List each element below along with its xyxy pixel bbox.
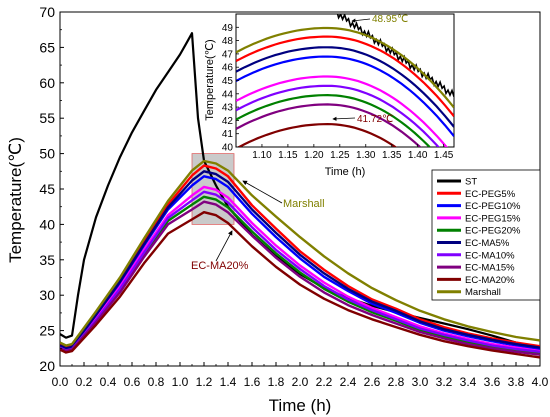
inset-x-axis-ticks: 1.10 1.15 1.20 1.25 1.30 1.35 1.40 1.45 (252, 144, 454, 161)
x-tick-label: 2.2 (316, 375, 333, 389)
x-axis-ticks: 0.0 0.2 0.4 0.6 0.8 1.0 1.2 1.4 1.6 1.8 2.0 2.2 2.4 2… (52, 362, 549, 389)
legend-label: ST (465, 177, 477, 188)
y-tick-label: 20 (39, 358, 55, 374)
x-tick-label: 3.2 (436, 375, 453, 389)
inset-y-tick-label: 40 (222, 143, 234, 154)
inset-y-axis-ticks: 40 41 42 43 44 45 46 47 48 49 (222, 23, 239, 154)
inset-x-tick-label: 1.20 (304, 150, 324, 161)
x-tick-label: 0.0 (52, 375, 69, 389)
x-tick-label: 1.4 (220, 375, 237, 389)
inset-x-tick-label: 1.30 (356, 150, 376, 161)
inset-x-tick-label: 1.10 (252, 150, 272, 161)
y-tick-label: 70 (39, 4, 55, 20)
x-tick-label: 1.6 (244, 375, 261, 389)
inset-series-line-ec-ma10- (236, 84, 440, 147)
inset-y-tick-label: 42 (222, 116, 234, 127)
x-tick-label: 4.0 (532, 375, 549, 389)
inset-series-line-ec-peg10- (236, 55, 454, 137)
inset-series-line-ec-ma20- (236, 122, 398, 147)
x-tick-label: 0.2 (76, 375, 93, 389)
inset-x-tick-label: 1.35 (382, 150, 402, 161)
main-series-group (60, 32, 540, 359)
legend-label: EC-MA10% (465, 250, 515, 261)
x-tick-label: 2.0 (292, 375, 309, 389)
x-axis-label: Time (h) (269, 396, 332, 415)
series-line-ec-ma20- (60, 211, 540, 359)
x-tick-label: 3.0 (412, 375, 429, 389)
legend-label: EC-PEG15% (465, 213, 521, 224)
y-tick-label: 45 (39, 181, 55, 197)
inset-series-line-marshall (236, 26, 454, 109)
inset-series-line-ec-ma5- (236, 46, 454, 128)
x-tick-label: 0.4 (100, 375, 117, 389)
inset-y-axis-label: Temperature(℃) (204, 39, 216, 120)
inset-annotation-max: 48.95℃ (372, 14, 408, 25)
y-tick-label: 25 (39, 323, 55, 339)
y-tick-label: 50 (39, 146, 55, 162)
x-tick-label: 2.4 (340, 375, 357, 389)
inset-x-tick-label: 1.25 (330, 150, 350, 161)
y-tick-label: 35 (39, 252, 55, 268)
annotation-marshall: Marshall (283, 198, 325, 210)
series-line-ec-ma15- (60, 200, 540, 356)
legend-label: EC-MA20% (465, 275, 515, 286)
series-line-ec-ma5- (60, 170, 540, 350)
inset-series-line-ec-peg15- (236, 75, 448, 147)
x-tick-label: 3.8 (508, 375, 525, 389)
legend-label: Marshall (465, 287, 501, 298)
x-tick-label: 0.6 (124, 375, 141, 389)
inset-y-tick-label: 45 (222, 76, 234, 87)
legend-label: EC-MA15% (465, 263, 515, 274)
x-tick-label: 0.8 (148, 375, 165, 389)
series-line-marshall (60, 159, 540, 347)
y-tick-label: 65 (39, 39, 55, 55)
inset-y-tick-label: 41 (222, 129, 234, 140)
series-line-ec-ma10- (60, 190, 540, 353)
x-tick-label: 2.6 (364, 375, 381, 389)
y-tick-label: 30 (39, 287, 55, 303)
x-tick-label: 1.8 (268, 375, 285, 389)
inset-series-line-ec-peg20- (236, 93, 432, 147)
x-tick-label: 2.8 (388, 375, 405, 389)
inset-annotation-max-arrow (351, 18, 371, 23)
annotation-ec-ma20: EC-MA20% (191, 260, 249, 272)
inset-y-tick-label: 46 (222, 63, 234, 74)
x-tick-label: 1.0 (172, 375, 189, 389)
inset-y-tick-label: 43 (222, 103, 234, 114)
y-tick-label: 60 (39, 75, 55, 91)
legend-label: EC-PEG20% (465, 226, 521, 237)
inset-annotation-min-arrow (332, 116, 356, 121)
x-tick-label: 3.6 (484, 375, 501, 389)
inset-x-tick-label: 1.15 (278, 150, 298, 161)
legend-label: EC-PEG5% (465, 189, 516, 200)
y-tick-label: 40 (39, 216, 55, 232)
inset-y-tick-label: 47 (222, 49, 234, 60)
inset-y-tick-label: 44 (222, 89, 234, 100)
legend: STEC-PEG5%EC-PEG10%EC-PEG15%EC-PEG20%EC-… (431, 169, 541, 301)
inset-series-line-ec-peg5- (236, 35, 454, 117)
y-axis-ticks: 20 25 30 35 40 45 50 55 60 65 70 (39, 4, 64, 374)
legend-label: EC-PEG10% (465, 201, 521, 212)
inset-x-tick-label: 1.40 (408, 150, 428, 161)
series-line-ec-peg15- (60, 185, 540, 353)
x-tick-label: 1.2 (196, 375, 213, 389)
y-axis-label: Temperature(℃) (6, 137, 25, 263)
x-tick-label: 3.4 (460, 375, 477, 389)
legend-label: EC-MA5% (465, 238, 510, 249)
y-tick-label: 55 (39, 110, 55, 126)
inset-y-tick-label: 49 (222, 23, 234, 34)
annotation-marshall-arrow (242, 180, 283, 204)
inset-plot: 1.10 1.15 1.20 1.25 1.30 1.35 1.40 1.45 4041424… (204, 13, 455, 178)
inset-x-tick-label: 1.45 (434, 150, 454, 161)
inset-y-tick-label: 48 (222, 36, 234, 47)
annotation-ec-ma20-arrow (215, 230, 233, 262)
inset-x-axis-label: Time (h) (325, 166, 366, 178)
inset-annotation-min: 41.72℃ (357, 114, 393, 125)
